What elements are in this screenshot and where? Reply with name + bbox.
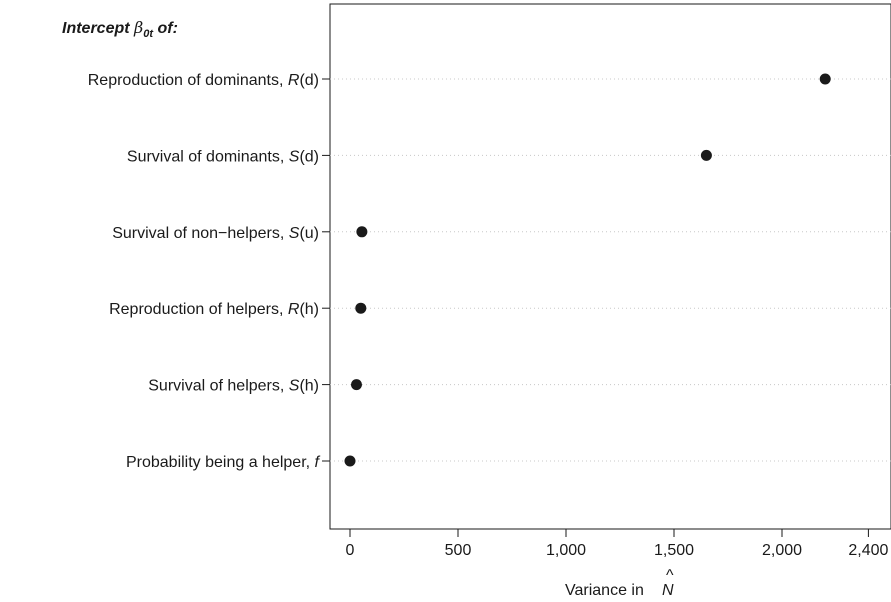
hat-accent: ^ (666, 567, 674, 584)
data-point (356, 226, 368, 238)
data-point (344, 455, 356, 467)
data-point (700, 149, 712, 161)
category-label: Reproduction of helpers, R(h) (109, 301, 319, 318)
data-point (350, 379, 362, 391)
x-tick-label: 1,000 (546, 542, 586, 559)
x-tick-label: 0 (346, 542, 355, 559)
x-axis-title: Variance in N ^ (565, 567, 674, 599)
data-point (355, 302, 367, 314)
x-tick-label: 500 (445, 542, 472, 559)
category-label: Survival of dominants, S(d) (127, 148, 319, 165)
grid-lines (330, 78, 891, 462)
x-tick-label: 2,400 (848, 542, 888, 559)
header-label: Intercept β0t of: (62, 18, 178, 40)
category-label: Survival of helpers, S(h) (148, 378, 319, 395)
x-axis-ticks: 0 500 1,000 1,500 2,000 2,400 (346, 529, 889, 559)
data-point (819, 73, 831, 85)
category-label: Survival of non−helpers, S(u) (112, 225, 319, 242)
x-tick-label: 1,500 (654, 542, 694, 559)
plot-frame (329, 3, 891, 530)
x-tick-label: 2,000 (762, 542, 802, 559)
category-labels: Reproduction of dominants, R(d) Survival … (88, 72, 330, 471)
category-label: Probability being a helper, f (126, 454, 321, 471)
svg-text:Variance in: Variance in (565, 582, 644, 599)
data-points (344, 73, 831, 467)
category-label: Reproduction of dominants, R(d) (88, 72, 319, 89)
n-hat-symbol: N (662, 582, 674, 599)
